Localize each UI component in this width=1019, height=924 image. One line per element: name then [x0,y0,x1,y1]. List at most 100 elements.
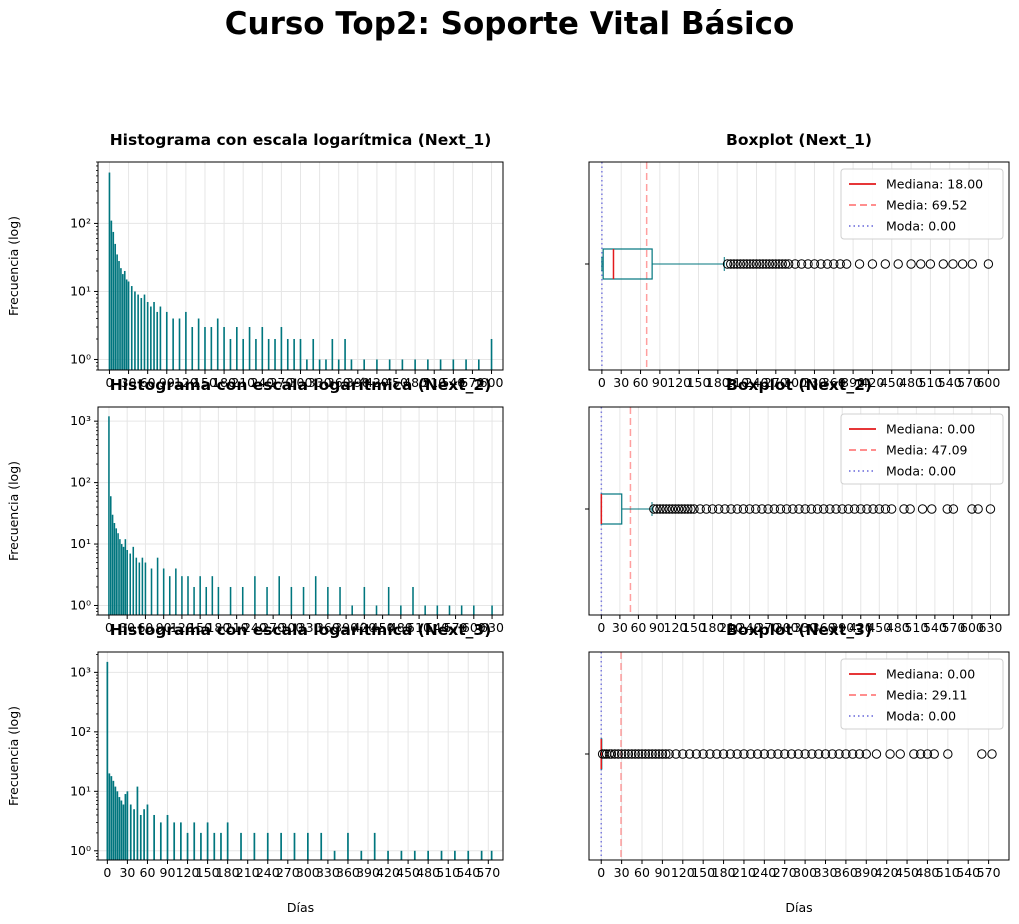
x-tick-label: 540 [956,865,980,880]
histogram-bar [146,301,149,370]
histogram-bar [331,338,334,370]
x-tick-label: 120 [667,375,691,390]
outlier-point [686,504,696,514]
outlier-point [925,259,936,269]
outlier-point [854,259,865,269]
x-tick-label: 570 [476,865,500,880]
outlier-point [790,259,800,269]
histogram-bar [172,318,174,370]
outlier-point [684,749,695,759]
outlier-point [909,749,919,759]
legend-label: Moda: 0.00 [886,464,956,479]
x-tick-label: 0 [598,375,606,390]
x-tick-label: 360 [336,865,360,880]
x-tick-label: 90 [649,620,665,635]
histogram-bar [373,832,376,860]
histogram-bar [363,359,365,370]
outlier-point [837,504,847,514]
outlier-point [861,749,871,759]
y-axis-label: Frecuencia (log) [6,216,21,316]
x-tick-label: 240 [738,620,762,635]
outlier-point [640,749,651,759]
histogram-bar [193,822,196,860]
x-axis-label: Días [785,900,812,915]
outlier-point [987,749,997,759]
outlier-point [680,504,690,514]
histogram-bar [122,274,124,370]
outlier-point [862,504,872,514]
histogram-bar [226,822,229,860]
x-tick-label: 180 [206,620,230,635]
x-tick-label: 420 [352,620,376,635]
histogram-bar [387,586,390,615]
outlier-point [814,749,824,759]
outlier-point [880,259,891,269]
outlier-point [885,749,895,759]
outlier-point [752,749,763,759]
histogram-bar [106,661,109,860]
histogram-bar [320,832,323,860]
outlier-point [803,259,813,269]
legend-label: Media: 69.52 [886,198,968,213]
histogram-bar [118,797,121,860]
histogram-bar [191,327,194,370]
x-tick-label: 540 [441,375,465,390]
x-tick-label: 210 [231,375,255,390]
x-tick-label: 270 [269,375,293,390]
x-tick-label: 360 [822,375,846,390]
x-tick-label: 330 [803,375,827,390]
histogram-bar [180,822,182,860]
outlier-point [841,259,852,269]
y-axis-label: Frecuencia (log) [6,461,21,561]
histogram-bar [280,327,283,370]
histogram-bar [344,338,346,370]
x-tick-label: 150 [687,375,711,390]
x-tick-label: 330 [308,375,332,390]
histogram-bar [211,576,214,615]
histogram-bar [122,546,125,615]
histogram-bar [217,586,220,615]
legend-label: Moda: 0.00 [886,219,956,234]
x-tick-label: 480 [389,620,413,635]
histogram-bar [143,809,145,860]
outlier-point [886,504,897,514]
histogram-bar [139,814,142,860]
x-tick-label: 300 [783,375,807,390]
histogram-bar [193,586,195,615]
outlier-point [874,504,884,514]
histogram-bar [312,338,315,370]
legend-label: Mediana: 18.00 [886,177,983,192]
outlier-point [812,504,823,514]
y-tick-label: 10² [70,724,91,739]
histogram-bar [376,359,378,370]
histogram-bar [199,576,201,615]
x-tick-label: 210 [225,620,249,635]
x-tick-label: 90 [652,375,668,390]
x-tick-label: 0 [597,620,605,635]
x-tick-label: 420 [365,375,389,390]
outlier-point [849,504,860,514]
y-tick-label: 10¹ [70,783,91,798]
outlier-point [725,749,736,759]
histogram-bar [185,311,187,370]
histogram-bar [427,359,429,370]
y-tick-label: 10¹ [70,536,91,551]
x-tick-label: 150 [682,620,706,635]
histogram-bar [129,804,132,860]
outlier-point [829,259,839,269]
outlier-point [780,259,791,269]
histogram-bar [448,605,451,615]
outlier-point [627,749,637,759]
x-tick-label: 180 [712,865,736,880]
subplot-title: Boxplot (Next_1) [726,131,872,149]
outlier-point [744,504,755,514]
x-tick-label: 510 [422,375,446,390]
histogram-bar [280,832,282,860]
x-tick-label: 540 [456,865,480,880]
histogram-bar [204,327,206,370]
x-tick-label: 360 [834,865,858,880]
x-tick-label: 480 [886,620,910,635]
histogram-bar [229,338,232,370]
histogram-bar [137,294,139,370]
outlier-point [977,749,987,759]
